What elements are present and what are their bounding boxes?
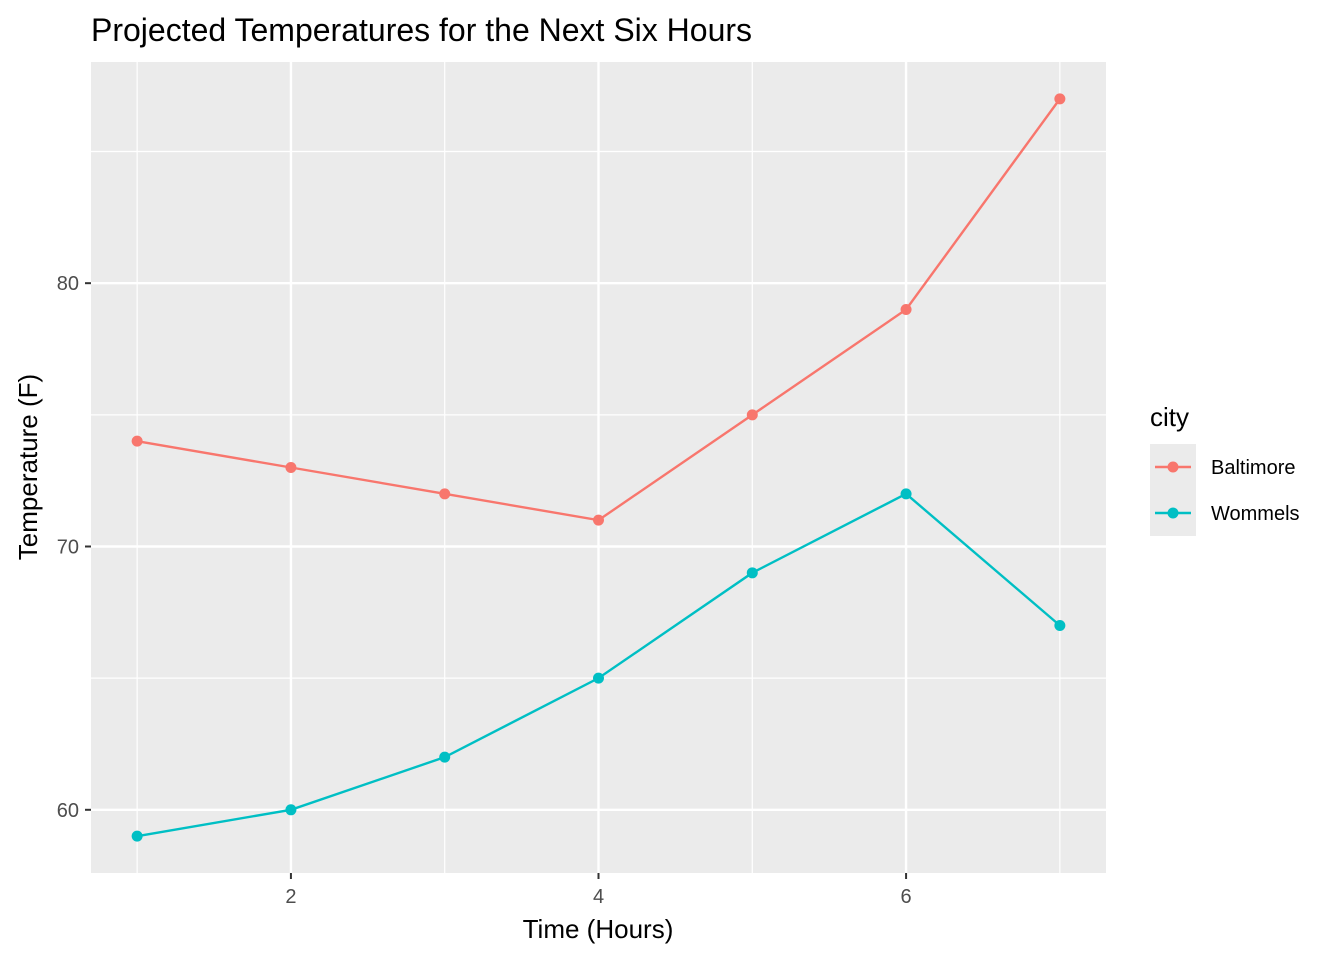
legend-keys-background <box>1150 444 1196 536</box>
y-tick-label: 80 <box>57 273 79 295</box>
data-point-baltimore <box>746 409 758 421</box>
data-point-baltimore <box>900 304 912 316</box>
data-point-baltimore <box>131 435 143 447</box>
legend-label-baltimore: Baltimore <box>1211 457 1295 479</box>
data-point-wommels <box>900 488 912 500</box>
legend-key-point <box>1167 507 1179 519</box>
legend: city Baltimore Wommels <box>1150 402 1300 536</box>
legend-item-baltimore: Baltimore <box>1155 457 1295 479</box>
data-point-wommels <box>439 751 451 763</box>
major-gridlines <box>91 62 1106 873</box>
x-axis-title: Time (Hours) <box>523 914 674 944</box>
x-tick-label: 2 <box>285 886 296 908</box>
y-tick-label: 60 <box>57 800 79 822</box>
legend-label-wommels: Wommels <box>1211 503 1300 525</box>
x-tick-label: 6 <box>901 886 912 908</box>
series-layer <box>131 93 1066 842</box>
data-point-wommels <box>1054 619 1066 631</box>
data-point-wommels <box>285 804 297 816</box>
data-point-baltimore <box>1054 93 1066 105</box>
x-tick-label: 4 <box>593 886 604 908</box>
y-tick-label: 70 <box>57 536 79 558</box>
data-point-baltimore <box>285 462 297 473</box>
data-point-wommels <box>131 830 143 842</box>
chart-title: Projected Temperatures for the Next Six … <box>91 12 752 48</box>
legend-key-point <box>1167 461 1179 473</box>
data-point-baltimore <box>439 488 451 500</box>
series-baltimore <box>131 93 1066 526</box>
series-wommels <box>131 488 1066 842</box>
data-point-wommels <box>746 567 758 579</box>
legend-item-wommels: Wommels <box>1155 503 1300 525</box>
y-axis-title: Temperature (F) <box>13 374 43 560</box>
data-point-wommels <box>593 672 604 684</box>
data-point-baltimore <box>593 514 604 526</box>
axis-ticks: 60 70 80 2 4 6 <box>57 273 912 908</box>
legend-title: city <box>1150 402 1189 432</box>
